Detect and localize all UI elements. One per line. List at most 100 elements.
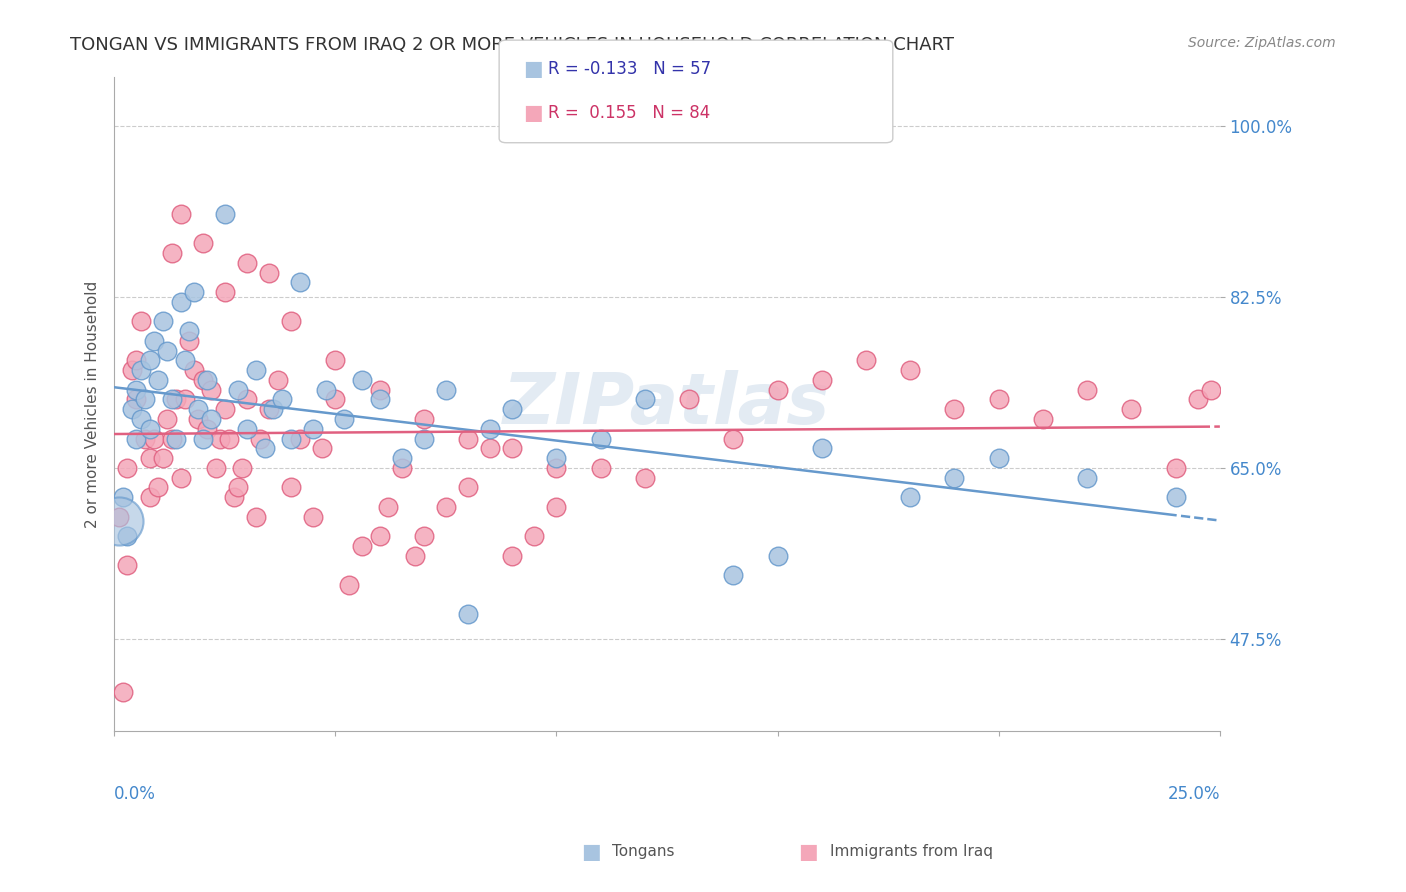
- Point: [231, 460, 253, 475]
- Point: [107, 515, 129, 529]
- Text: ZIPatlas: ZIPatlas: [503, 370, 831, 439]
- Text: Immigrants from Iraq: Immigrants from Iraq: [830, 845, 993, 859]
- Point: [1187, 392, 1209, 407]
- Point: [152, 314, 174, 328]
- Point: [1076, 470, 1098, 484]
- Point: [943, 402, 966, 417]
- Point: [257, 266, 280, 280]
- Point: [678, 392, 700, 407]
- Point: [501, 549, 523, 563]
- Point: [129, 412, 152, 426]
- Point: [117, 558, 139, 573]
- Point: [117, 460, 139, 475]
- Point: [546, 460, 568, 475]
- Point: [434, 383, 457, 397]
- Point: [236, 256, 259, 270]
- Text: R =  0.155   N = 84: R = 0.155 N = 84: [548, 104, 710, 122]
- Point: [501, 402, 523, 417]
- Point: [350, 373, 373, 387]
- Point: [200, 412, 222, 426]
- Point: [169, 294, 191, 309]
- Point: [179, 324, 201, 338]
- Point: [898, 490, 921, 504]
- Point: [222, 490, 245, 504]
- Point: [107, 509, 129, 524]
- Point: [315, 383, 337, 397]
- Point: [214, 207, 236, 221]
- Point: [634, 470, 657, 484]
- Point: [174, 392, 197, 407]
- Point: [125, 392, 148, 407]
- Point: [412, 529, 434, 543]
- Point: [898, 363, 921, 377]
- Point: [546, 500, 568, 514]
- Point: [226, 383, 249, 397]
- Point: [589, 432, 612, 446]
- Point: [209, 432, 232, 446]
- Point: [457, 607, 479, 622]
- Point: [457, 480, 479, 494]
- Point: [302, 422, 325, 436]
- Point: [125, 383, 148, 397]
- Point: [134, 392, 156, 407]
- Point: [236, 422, 259, 436]
- Point: [987, 392, 1010, 407]
- Point: [280, 432, 302, 446]
- Point: [288, 432, 311, 446]
- Point: [249, 432, 271, 446]
- Point: [855, 353, 877, 368]
- Point: [589, 460, 612, 475]
- Text: 25.0%: 25.0%: [1167, 785, 1220, 803]
- Point: [811, 373, 834, 387]
- Text: ■: ■: [799, 842, 818, 862]
- Point: [1164, 490, 1187, 504]
- Point: [302, 509, 325, 524]
- Point: [138, 450, 160, 465]
- Point: [634, 392, 657, 407]
- Point: [271, 392, 294, 407]
- Text: Tongans: Tongans: [612, 845, 673, 859]
- Point: [160, 392, 183, 407]
- Point: [156, 412, 179, 426]
- Point: [112, 490, 135, 504]
- Point: [404, 549, 426, 563]
- Text: TONGAN VS IMMIGRANTS FROM IRAQ 2 OR MORE VEHICLES IN HOUSEHOLD CORRELATION CHART: TONGAN VS IMMIGRANTS FROM IRAQ 2 OR MORE…: [70, 36, 955, 54]
- Text: 0.0%: 0.0%: [114, 785, 156, 803]
- Point: [156, 343, 179, 358]
- Point: [187, 412, 209, 426]
- Point: [457, 432, 479, 446]
- Point: [214, 285, 236, 299]
- Point: [165, 432, 187, 446]
- Point: [262, 402, 284, 417]
- Point: [152, 450, 174, 465]
- Point: [288, 276, 311, 290]
- Point: [200, 383, 222, 397]
- Point: [412, 432, 434, 446]
- Text: ■: ■: [581, 842, 600, 862]
- Point: [138, 490, 160, 504]
- Point: [723, 568, 745, 582]
- Point: [245, 509, 267, 524]
- Point: [195, 422, 218, 436]
- Point: [434, 500, 457, 514]
- Point: [125, 432, 148, 446]
- Point: [191, 236, 214, 251]
- Point: [125, 353, 148, 368]
- Point: [138, 422, 160, 436]
- Point: [218, 432, 240, 446]
- Point: [766, 383, 789, 397]
- Point: [112, 685, 135, 699]
- Point: [245, 363, 267, 377]
- Point: [766, 549, 789, 563]
- Point: [148, 480, 170, 494]
- Point: [165, 392, 187, 407]
- Point: [479, 422, 502, 436]
- Text: R = -0.133   N = 57: R = -0.133 N = 57: [548, 60, 711, 78]
- Point: [323, 392, 346, 407]
- Point: [174, 353, 197, 368]
- Point: [253, 442, 276, 456]
- Text: Source: ZipAtlas.com: Source: ZipAtlas.com: [1188, 36, 1336, 50]
- Point: [811, 442, 834, 456]
- Point: [280, 314, 302, 328]
- Point: [1076, 383, 1098, 397]
